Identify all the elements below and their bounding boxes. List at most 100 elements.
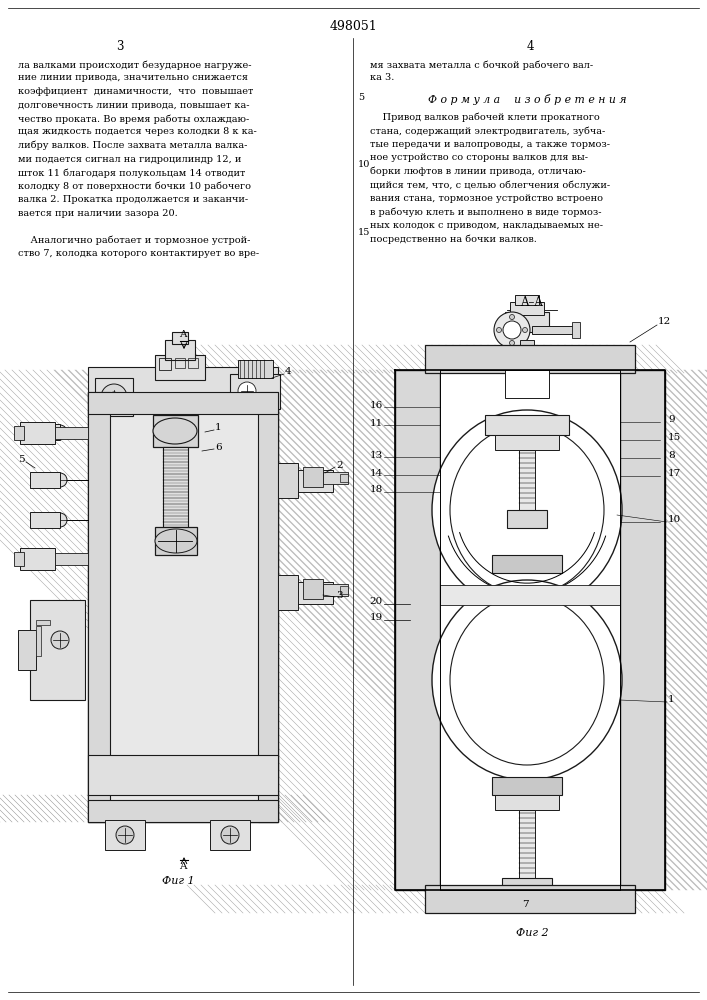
Text: мя захвата металла с бочкой рабочего вал-: мя захвата металла с бочкой рабочего вал…	[370, 60, 593, 70]
Bar	[440, 370, 620, 890]
Text: ное устройство со стороны валков для вы-: ное устройство со стороны валков для вы-	[370, 153, 588, 162]
Bar	[323, 584, 348, 596]
Bar	[510, 302, 544, 315]
Text: A: A	[180, 330, 187, 339]
Bar	[172, 332, 188, 344]
Bar	[505, 312, 549, 332]
Bar	[155, 355, 205, 380]
Bar	[303, 467, 323, 487]
Text: 4: 4	[526, 39, 534, 52]
Ellipse shape	[432, 410, 622, 610]
Bar	[18, 630, 36, 670]
Bar	[323, 472, 348, 484]
Text: 19: 19	[370, 613, 383, 622]
Text: шток 11 благодаря полукольцам 14 отводит: шток 11 благодаря полукольцам 14 отводит	[18, 168, 245, 178]
Text: 20: 20	[370, 597, 383, 606]
Text: 10: 10	[358, 160, 370, 169]
Bar	[340, 586, 348, 594]
Text: борки люфтов в линии привода, отличаю-: борки люфтов в линии привода, отличаю-	[370, 167, 586, 176]
Text: ство 7, колодка которого контактирует во вре-: ство 7, колодка которого контактирует во…	[18, 249, 259, 258]
Bar	[153, 415, 198, 447]
Bar	[520, 340, 534, 375]
Bar	[278, 463, 298, 498]
Bar	[175, 358, 185, 368]
Text: ние линии привода, значительно снижается: ние линии привода, значительно снижается	[18, 74, 248, 83]
Bar	[509, 893, 545, 913]
Bar	[278, 470, 333, 492]
Bar	[95, 378, 133, 416]
Bar	[14, 552, 24, 566]
Bar	[238, 360, 273, 378]
Text: ных колодок с приводом, накладываемых не-: ных колодок с приводом, накладываемых не…	[370, 221, 603, 230]
Bar	[188, 358, 198, 368]
Text: в рабочую клеть и выполнено в виде тормоз-: в рабочую клеть и выполнено в виде тормо…	[370, 208, 602, 217]
Bar	[30, 600, 85, 700]
Bar	[88, 392, 110, 822]
Polygon shape	[535, 528, 555, 553]
Text: Аналогично работает и тормозное устрой-: Аналогично работает и тормозное устрой-	[18, 235, 250, 245]
Circle shape	[101, 384, 127, 410]
Text: вания стана, тормозное устройство встроено: вания стана, тормозное устройство встрое…	[370, 194, 603, 203]
Bar	[515, 295, 539, 305]
Text: 6: 6	[215, 442, 221, 452]
Bar	[258, 392, 278, 822]
Text: 2: 2	[336, 460, 343, 470]
Text: 8: 8	[668, 452, 674, 460]
Circle shape	[510, 340, 515, 346]
Ellipse shape	[155, 529, 197, 553]
Bar	[620, 370, 665, 890]
Text: 17: 17	[668, 470, 682, 479]
Text: посредственно на бочки валков.: посредственно на бочки валков.	[370, 234, 537, 244]
Text: 12: 12	[658, 318, 671, 326]
Text: щая жидкость подается через колодки 8 к ка-: щая жидкость подается через колодки 8 к …	[18, 127, 257, 136]
Bar	[88, 367, 278, 395]
Bar	[303, 579, 323, 599]
Text: 3: 3	[336, 590, 343, 599]
Bar	[88, 800, 278, 822]
Bar	[55, 427, 88, 439]
Bar	[502, 878, 552, 893]
Circle shape	[510, 314, 515, 320]
Text: 3: 3	[116, 39, 124, 52]
Bar	[55, 553, 88, 565]
Text: либру валков. После захвата металла валка-: либру валков. После захвата металла валк…	[18, 141, 247, 150]
Bar	[572, 322, 580, 338]
Text: 13: 13	[370, 450, 383, 460]
Text: 16: 16	[370, 400, 383, 410]
Bar	[30, 472, 60, 488]
Text: ла валками происходит безударное нагруже-: ла валками происходит безударное нагруже…	[18, 60, 252, 70]
Text: Фиг 1: Фиг 1	[162, 876, 194, 886]
Bar	[14, 426, 24, 440]
Bar	[505, 370, 549, 398]
Bar	[519, 450, 535, 510]
Bar	[519, 810, 535, 880]
Circle shape	[503, 321, 521, 339]
Circle shape	[53, 513, 67, 527]
Text: Фиг 2: Фиг 2	[515, 928, 549, 938]
Polygon shape	[499, 528, 519, 553]
Ellipse shape	[153, 418, 197, 444]
Text: 5: 5	[358, 93, 364, 102]
Text: вается при наличии зазора 20.: вается при наличии зазора 20.	[18, 209, 177, 218]
Bar	[340, 474, 348, 482]
Text: 7: 7	[522, 900, 529, 909]
Circle shape	[109, 392, 119, 402]
Bar	[88, 392, 278, 414]
Text: 15: 15	[668, 434, 682, 442]
Bar	[507, 510, 547, 528]
Text: 14: 14	[370, 468, 383, 478]
Text: ми подается сигнал на гидроцилиндр 12, и: ми подается сигнал на гидроцилиндр 12, и	[18, 154, 241, 163]
Text: коэффициент  динамичности,  что  повышает: коэффициент динамичности, что повышает	[18, 87, 253, 96]
Bar	[278, 575, 298, 610]
Bar	[210, 820, 250, 850]
Text: щийся тем, что, с целью облегчения обслужи-: щийся тем, что, с целью облегчения обслу…	[370, 180, 610, 190]
Bar	[88, 392, 278, 822]
Bar	[20, 548, 55, 570]
Circle shape	[522, 328, 527, 332]
Text: 4: 4	[285, 367, 291, 376]
Ellipse shape	[450, 425, 604, 595]
Circle shape	[51, 631, 69, 649]
Ellipse shape	[450, 595, 604, 765]
Bar	[495, 435, 559, 450]
Bar	[36, 620, 50, 625]
